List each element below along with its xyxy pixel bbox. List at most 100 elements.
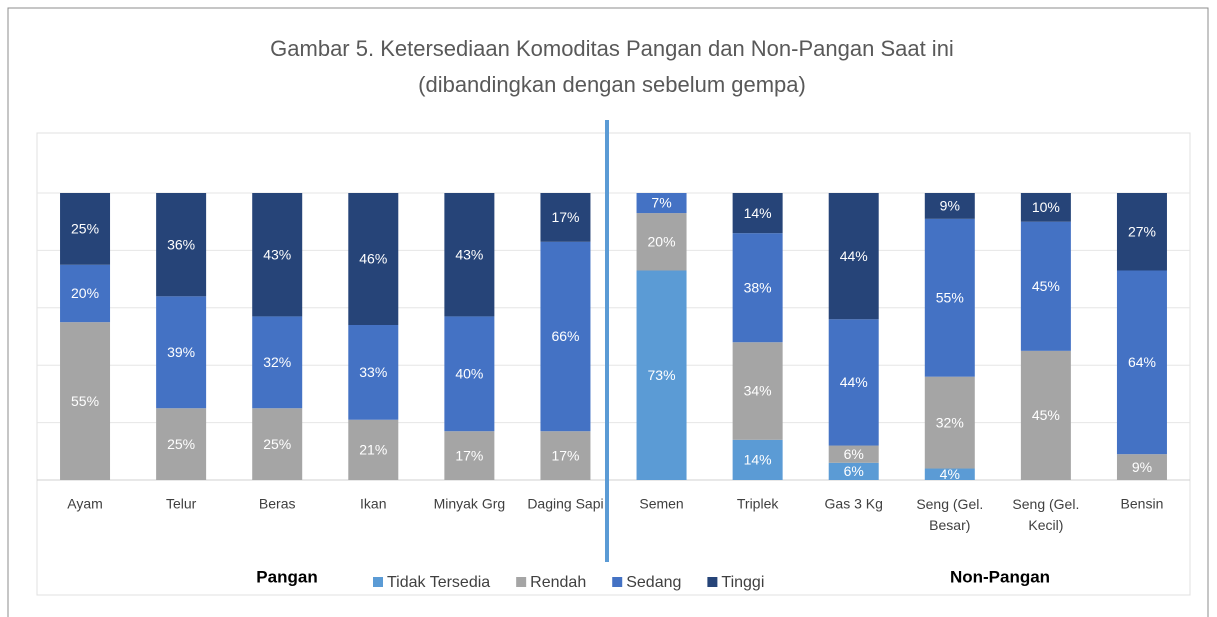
bar-segment bbox=[252, 316, 303, 409]
data-label: 25% bbox=[167, 436, 195, 452]
data-label: 17% bbox=[551, 209, 579, 225]
data-label: 9% bbox=[940, 198, 960, 214]
bar-segment bbox=[540, 431, 591, 480]
grid bbox=[37, 192, 1190, 481]
data-label: 10% bbox=[1032, 199, 1060, 215]
x-tick-label: Ayam bbox=[67, 496, 103, 512]
data-label: 45% bbox=[1032, 407, 1060, 423]
data-label: 6% bbox=[844, 446, 864, 462]
data-label: 17% bbox=[551, 447, 579, 463]
data-label: 32% bbox=[263, 354, 291, 370]
bar-segment bbox=[348, 419, 399, 480]
bar-segment bbox=[1116, 454, 1167, 480]
bar-segment bbox=[156, 408, 207, 480]
x-tick-label: Daging Sapi bbox=[527, 496, 603, 512]
legend-label: Sedang bbox=[626, 574, 681, 591]
chart-subtitle: (dibandingkan dengan sebelum gempa) bbox=[418, 72, 806, 97]
legend-swatch bbox=[373, 577, 383, 587]
data-label: 4% bbox=[940, 466, 960, 482]
legend: Tidak Tersedia Rendah Sedang Tinggi bbox=[373, 574, 764, 591]
data-label: 43% bbox=[263, 246, 291, 262]
data-label: 32% bbox=[936, 414, 964, 430]
legend-label: Rendah bbox=[530, 574, 586, 591]
bars: 55% 20% 25% Ayam 25% 39% 36% Telur 25% 32% 43% Bera… bbox=[60, 193, 1167, 533]
data-label: 14% bbox=[744, 452, 772, 468]
x-tick-label: Gas 3 Kg bbox=[825, 496, 883, 512]
bar-segment bbox=[444, 316, 495, 432]
bar-segment bbox=[156, 296, 207, 409]
bar-segment bbox=[1020, 350, 1071, 480]
data-label: 55% bbox=[936, 289, 964, 305]
bar-segment bbox=[636, 193, 687, 214]
x-tick-label: Seng (Gel. Besar) bbox=[916, 496, 983, 533]
legend-label: Tinggi bbox=[721, 574, 764, 591]
data-label: 14% bbox=[744, 205, 772, 221]
data-label: 25% bbox=[263, 436, 291, 452]
bar-segment bbox=[540, 241, 591, 432]
bar-segment bbox=[732, 342, 783, 440]
data-label: 46% bbox=[359, 251, 387, 267]
bar-segment bbox=[732, 193, 783, 234]
bar-segment bbox=[60, 193, 111, 265]
bar-segment bbox=[348, 325, 399, 420]
bar-segment bbox=[540, 193, 591, 242]
bar-segment bbox=[636, 213, 687, 271]
data-label: 27% bbox=[1128, 223, 1156, 239]
data-label: 45% bbox=[1032, 278, 1060, 294]
data-label: 64% bbox=[1128, 354, 1156, 370]
data-label: 40% bbox=[455, 366, 483, 382]
bar-segment bbox=[1116, 270, 1167, 455]
legend-swatch bbox=[612, 577, 623, 587]
group-label: Pangan bbox=[256, 567, 317, 586]
bar-segment bbox=[828, 462, 879, 480]
x-tick-label: Minyak Grg bbox=[434, 496, 506, 512]
data-label: 25% bbox=[71, 221, 99, 237]
x-tick-label: Triplek bbox=[737, 496, 779, 512]
bar-segment bbox=[924, 468, 975, 480]
bar-segment bbox=[60, 264, 111, 323]
data-label: 44% bbox=[840, 374, 868, 390]
data-label: 21% bbox=[359, 442, 387, 458]
x-tick-label: Seng (Gel. Kecil) bbox=[1012, 496, 1079, 533]
bar-segment bbox=[348, 193, 399, 326]
data-label: 36% bbox=[167, 236, 195, 252]
data-label: 17% bbox=[455, 447, 483, 463]
data-label: 55% bbox=[71, 393, 99, 409]
bar-segment bbox=[828, 445, 879, 463]
bar-segment bbox=[1020, 221, 1071, 351]
x-tick-label: Ikan bbox=[360, 496, 386, 512]
x-tick-label: Telur bbox=[166, 496, 197, 512]
group-label: Non-Pangan bbox=[950, 567, 1050, 586]
bar-segment bbox=[60, 322, 111, 480]
x-tick-label: Beras bbox=[259, 496, 296, 512]
bar-segment bbox=[924, 218, 975, 377]
data-label: 39% bbox=[167, 344, 195, 360]
data-label: 20% bbox=[648, 233, 676, 249]
frame bbox=[7, 7, 1209, 617]
bar-segment bbox=[444, 431, 495, 480]
legend-label: Tidak Tersedia bbox=[387, 574, 490, 591]
bar-segment bbox=[828, 193, 879, 320]
bar-segment bbox=[732, 233, 783, 343]
data-label: 38% bbox=[744, 279, 772, 295]
data-label: 34% bbox=[744, 383, 772, 399]
x-tick-label: Bensin bbox=[1121, 496, 1164, 512]
data-label: 73% bbox=[648, 367, 676, 383]
legend-swatch bbox=[516, 577, 527, 587]
bar-segment bbox=[252, 408, 303, 480]
bar-segment bbox=[156, 193, 207, 297]
x-tick-label: Semen bbox=[639, 496, 683, 512]
bar-segment bbox=[732, 439, 783, 480]
bar-segment bbox=[636, 270, 687, 480]
data-label: 33% bbox=[359, 364, 387, 380]
bar-segment bbox=[1020, 193, 1071, 222]
bar-segment bbox=[252, 193, 303, 317]
data-label: 20% bbox=[71, 285, 99, 301]
bar-segment bbox=[1116, 193, 1167, 271]
data-label: 7% bbox=[651, 195, 671, 211]
data-label: 9% bbox=[1132, 459, 1152, 475]
data-label: 66% bbox=[551, 328, 579, 344]
chart-title: Gambar 5. Ketersediaan Komoditas Pangan … bbox=[270, 36, 954, 61]
data-label: 43% bbox=[455, 246, 483, 262]
